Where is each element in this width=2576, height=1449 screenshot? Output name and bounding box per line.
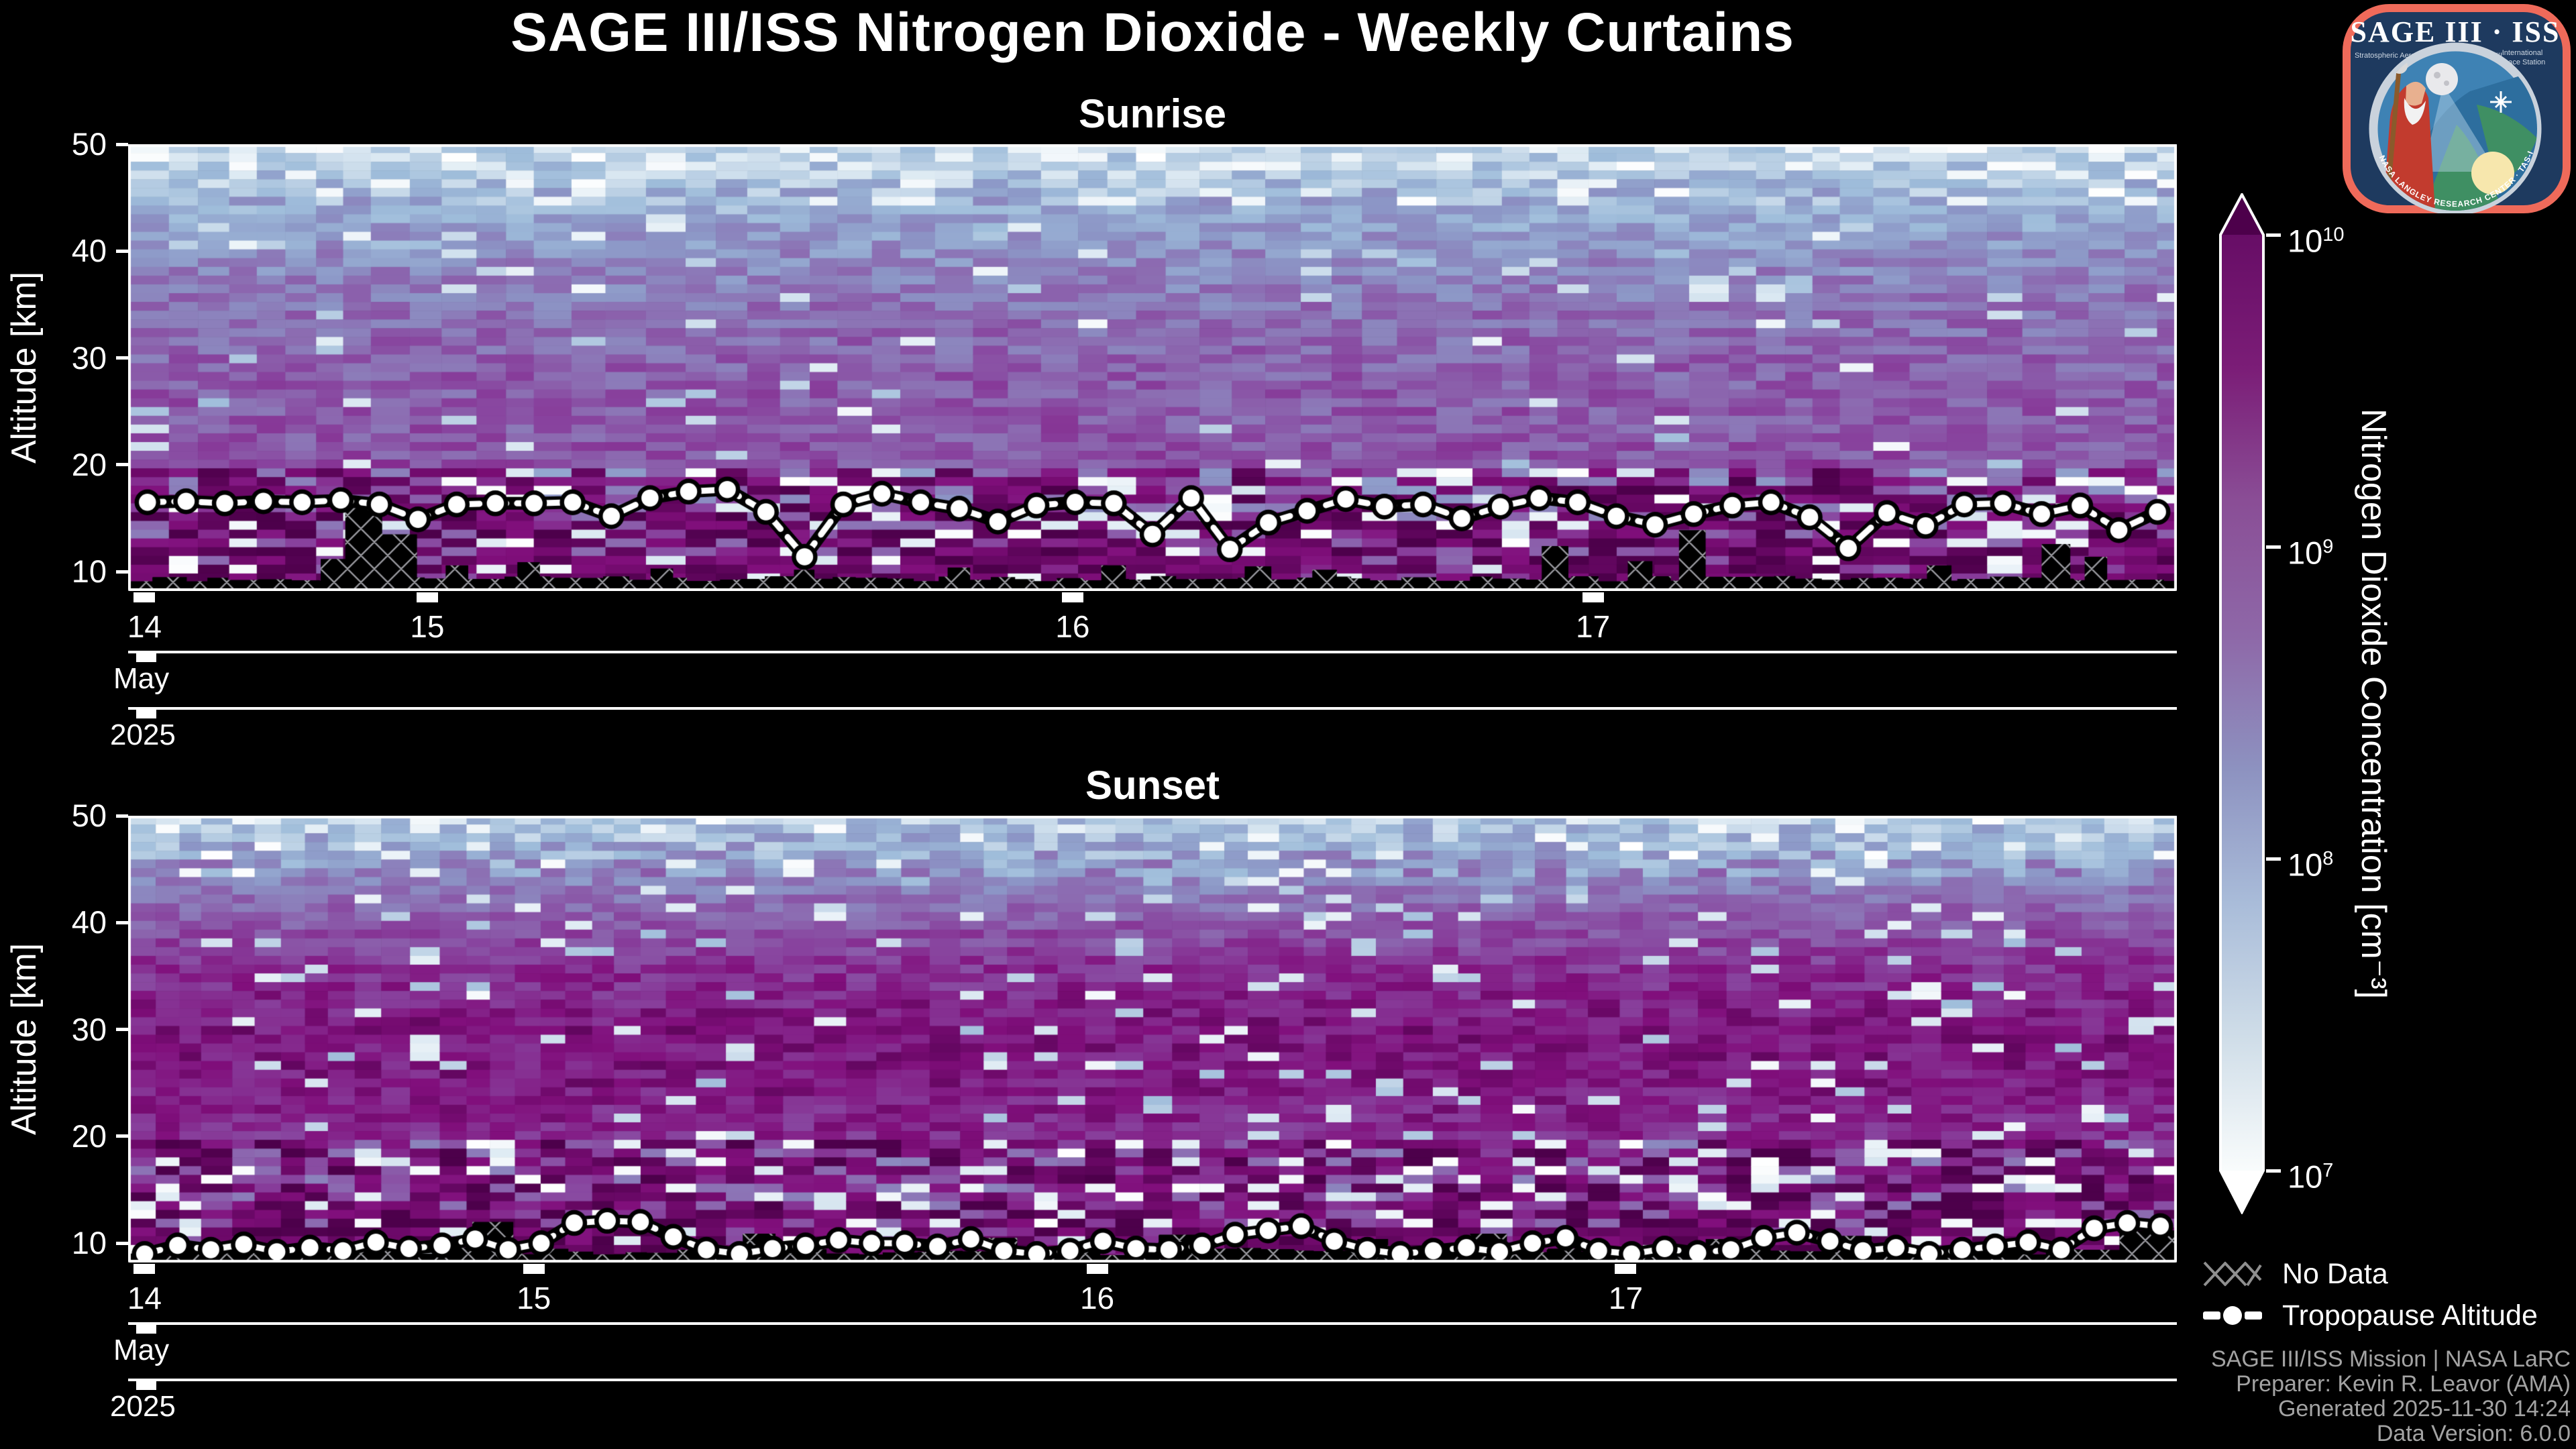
sunrise-y-tick-label: 40 xyxy=(71,233,107,269)
sunrise-y-tick-label: 20 xyxy=(71,446,107,482)
sunset-panel-title: Sunset xyxy=(1085,763,1220,808)
no-data-hatch-icon xyxy=(2203,1261,2262,1287)
sage-iss-logo: SAGE III · ISS Stratospheric Aerosol and… xyxy=(2343,4,2571,213)
colorbar-tick-label: 107 xyxy=(2288,1159,2334,1195)
sunrise-heatmap-canvas xyxy=(128,144,2177,591)
colorbar-tick-label: 108 xyxy=(2288,847,2334,883)
sunrise-year-axis-line xyxy=(128,707,2177,710)
colorbar-tick-mark xyxy=(2266,233,2281,237)
footer-mission-line: SAGE III/ISS Mission | NASA LaRC xyxy=(2210,1346,2571,1372)
sunrise-x-tick-label: 16 xyxy=(1055,609,1090,644)
sunset-month-label: May xyxy=(113,1334,170,1366)
sunrise-x-tick-mark xyxy=(1582,592,1604,602)
sunset-x-tick-mark xyxy=(523,1264,545,1274)
sunrise-y-tick-label: 50 xyxy=(71,126,107,162)
sunset-y-tick-mark xyxy=(116,814,128,818)
legend-no-data: No Data xyxy=(2202,1254,2388,1293)
sunset-panel: Sunset Altitude [km] May 2025 50 40 30 20 10… xyxy=(5,763,2177,1423)
sunrise-y-tick-mark xyxy=(116,356,128,360)
sunset-year-axis-line xyxy=(128,1379,2177,1381)
sunset-y-tick-mark xyxy=(116,920,128,924)
colorbar-tick-label: 109 xyxy=(2288,535,2334,571)
sunrise-y-tick-mark xyxy=(116,463,128,467)
colorbar-tick-mark xyxy=(2266,1169,2281,1173)
colorbar-tick-mark xyxy=(2266,857,2281,861)
sunset-x-tick-mark xyxy=(1615,1264,1637,1274)
legend-tropopause-label: Tropopause Altitude xyxy=(2282,1299,2538,1332)
sunset-y-tick-mark xyxy=(116,1241,128,1245)
sunset-y-tick-label: 40 xyxy=(71,904,107,941)
sunrise-panel: Sunrise Altitude [km] May 2025 50 40 30 20 1… xyxy=(5,91,2177,751)
legend-no-data-label: No Data xyxy=(2282,1257,2388,1290)
sunset-month-axis-tick xyxy=(136,1325,156,1334)
colorbar-tick-label: 1010 xyxy=(2288,223,2345,259)
sunset-month-axis-line xyxy=(128,1322,2177,1325)
sunset-y-tick-mark xyxy=(116,1134,128,1138)
footer-version-line: Data Version: 6.0.0 xyxy=(2376,1421,2571,1446)
sunrise-x-tick-mark xyxy=(1061,592,1083,602)
sunrise-year-label: 2025 xyxy=(110,718,176,751)
sunset-year-label: 2025 xyxy=(110,1390,176,1423)
sunset-x-tick-label: 17 xyxy=(1608,1281,1644,1316)
sunrise-month-axis-line xyxy=(128,651,2177,653)
sunrise-x-tick-label: 17 xyxy=(1576,609,1611,644)
colorbar-label: Nitrogen Dioxide Concentration [cm⁻³] xyxy=(2354,408,2393,1000)
sunset-x-tick-label: 14 xyxy=(127,1281,162,1316)
sunrise-x-tick-mark xyxy=(416,592,438,602)
sunrise-y-tick-mark xyxy=(116,570,128,574)
sunrise-month-label: May xyxy=(113,662,170,695)
sunset-year-axis-tick xyxy=(136,1381,156,1390)
sunrise-y-tick-label: 30 xyxy=(71,339,107,376)
sunset-x-tick-label: 15 xyxy=(517,1281,551,1316)
sunset-heatmap-canvas xyxy=(128,816,2177,1263)
sunrise-x-tick-mark xyxy=(133,592,156,602)
sunrise-x-tick-label: 15 xyxy=(410,609,445,644)
tropopause-line-icon xyxy=(2203,1306,2262,1325)
sunset-x-tick-mark xyxy=(133,1264,156,1274)
figure-title: SAGE III/ISS Nitrogen Dioxide - Weekly C… xyxy=(511,2,1794,63)
colorbar xyxy=(2219,191,2265,1216)
colorbar-gradient-bar xyxy=(2219,191,2265,1216)
footer-generated-line: Generated 2025-11-30 14:24 xyxy=(2277,1396,2571,1421)
footer-credits: SAGE III/ISS Mission | NASA LaRC Prepare… xyxy=(2211,1347,2571,1446)
footer-preparer-line: Preparer: Kevin R. Leavor (AMA) xyxy=(2236,1371,2571,1397)
sunrise-y-tick-mark xyxy=(116,249,128,253)
sunset-y-tick-label: 50 xyxy=(71,798,107,833)
legend-tropopause: Tropopause Altitude xyxy=(2202,1296,2538,1335)
sunset-y-tick-label: 30 xyxy=(71,1011,107,1047)
sunrise-x-tick-label: 14 xyxy=(127,609,162,644)
sunrise-y-tick-label: 10 xyxy=(71,553,107,590)
sunset-y-tick-label: 10 xyxy=(71,1225,107,1261)
colorbar-tick-mark xyxy=(2266,545,2281,549)
sunrise-month-axis-tick xyxy=(136,653,156,662)
logo-station-line1: International xyxy=(2502,49,2543,57)
sunrise-panel-title: Sunrise xyxy=(1078,91,1227,136)
sunrise-y-tick-mark xyxy=(116,142,128,146)
sunset-x-tick-mark xyxy=(1086,1264,1108,1274)
sunrise-year-axis-tick xyxy=(136,710,156,718)
sunset-x-tick-label: 16 xyxy=(1079,1281,1115,1316)
sunset-y-tick-mark xyxy=(116,1028,128,1032)
sunset-y-tick-label: 20 xyxy=(71,1118,107,1154)
